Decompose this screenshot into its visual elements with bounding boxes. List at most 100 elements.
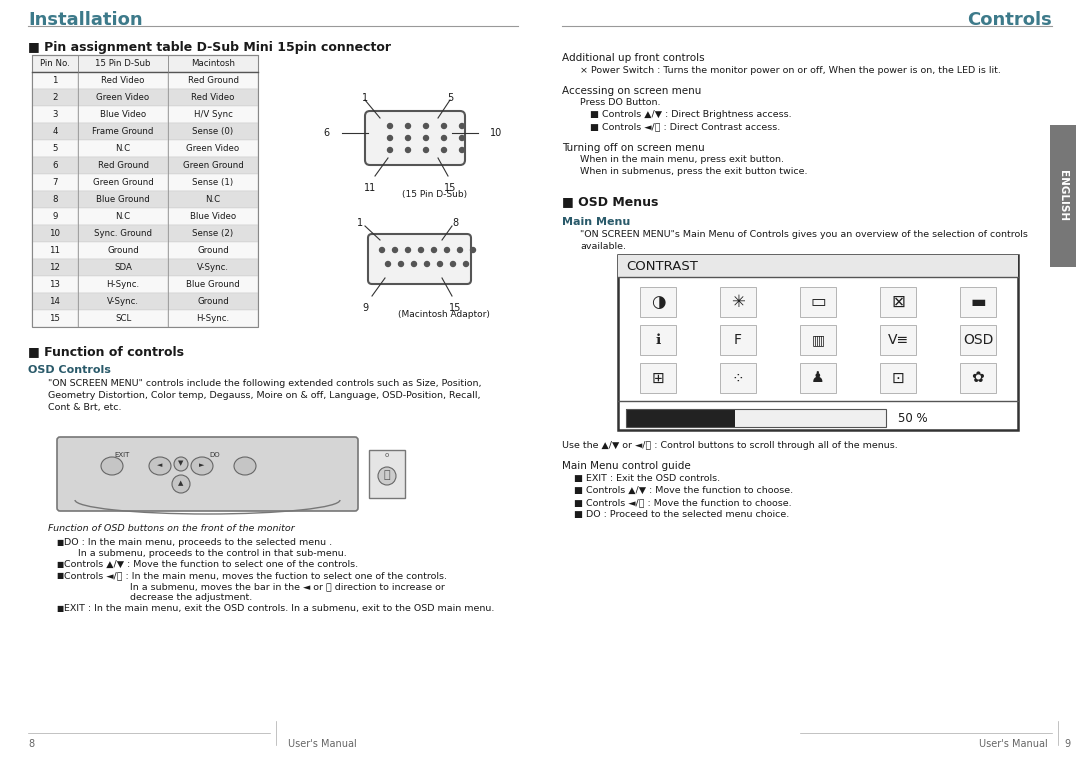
Text: EXIT: EXIT [114, 452, 130, 458]
Bar [168, 293, 258, 310]
Text: N.C: N.C [116, 144, 131, 153]
Ellipse shape [450, 262, 456, 266]
Text: Blue Ground: Blue Ground [96, 195, 150, 204]
Text: 4: 4 [52, 127, 57, 136]
Text: "ON SCREEN MENU"s Main Menu of Controls gives you an overview of the selection o: "ON SCREEN MENU"s Main Menu of Controls … [580, 230, 1028, 239]
Bar [32, 140, 78, 157]
Text: Sense (0): Sense (0) [192, 127, 233, 136]
Bar [78, 259, 168, 276]
Ellipse shape [399, 262, 404, 266]
Text: ⊞: ⊞ [651, 371, 664, 385]
Text: User's Manual: User's Manual [980, 739, 1048, 749]
Ellipse shape [459, 136, 464, 140]
Bar [880, 325, 916, 355]
Ellipse shape [442, 147, 446, 153]
Text: ■ Controls ▲/▼ : Move the function to choose.: ■ Controls ▲/▼ : Move the function to ch… [573, 486, 793, 495]
Text: V-Sync.: V-Sync. [197, 263, 229, 272]
Text: 2: 2 [52, 93, 57, 102]
Bar [78, 140, 168, 157]
Text: EXIT : In the main menu, exit the OSD controls. In a submenu, exit to the OSD ma: EXIT : In the main menu, exit the OSD co… [64, 604, 495, 613]
Bar [626, 409, 886, 427]
Ellipse shape [459, 147, 464, 153]
Text: ⊡: ⊡ [892, 371, 904, 385]
Text: Blue Video: Blue Video [100, 110, 146, 119]
Text: ✳: ✳ [731, 293, 745, 311]
Text: H/V Sync: H/V Sync [193, 110, 232, 119]
Ellipse shape [442, 136, 446, 140]
Text: 14: 14 [50, 297, 60, 306]
Text: Red Video: Red Video [191, 93, 234, 102]
Text: "ON SCREEN MENU" controls include the following extended controls such as Size, : "ON SCREEN MENU" controls include the fo… [48, 379, 482, 388]
Text: ■ DO : Proceed to the selected menu choice.: ■ DO : Proceed to the selected menu choi… [573, 510, 789, 519]
Text: Macintosh: Macintosh [191, 59, 235, 68]
Bar [78, 55, 168, 72]
Text: 5: 5 [447, 93, 454, 103]
Text: Green Ground: Green Ground [183, 161, 243, 170]
Ellipse shape [432, 247, 436, 253]
Bar [32, 259, 78, 276]
Ellipse shape [442, 124, 446, 128]
Text: 11: 11 [50, 246, 60, 255]
Text: Controls ◄/ⓘ : In the main menu, moves the fuction to select one of the controls: Controls ◄/ⓘ : In the main menu, moves t… [64, 571, 447, 580]
Bar [168, 191, 258, 208]
Text: Controls ▲/▼ : Move the function to select one of the controls.: Controls ▲/▼ : Move the function to sele… [64, 560, 359, 569]
Text: In a submenu, proceeds to the control in that sub-menu.: In a submenu, proceeds to the control in… [78, 549, 347, 558]
Bar [168, 55, 258, 72]
Bar [78, 208, 168, 225]
Bar [168, 276, 258, 293]
Text: o: o [384, 452, 389, 458]
Text: 9: 9 [1064, 739, 1070, 749]
Text: Turning off on screen menu: Turning off on screen menu [562, 143, 705, 153]
Ellipse shape [423, 147, 429, 153]
Ellipse shape [445, 247, 449, 253]
Ellipse shape [423, 136, 429, 140]
Bar [32, 225, 78, 242]
Ellipse shape [388, 136, 392, 140]
Text: 15: 15 [444, 183, 456, 193]
Ellipse shape [424, 262, 430, 266]
Text: 13: 13 [50, 280, 60, 289]
Ellipse shape [405, 147, 410, 153]
Text: Controls: Controls [968, 11, 1052, 29]
Text: Sense (2): Sense (2) [192, 229, 233, 238]
Text: ▲: ▲ [178, 480, 184, 486]
Bar [32, 89, 78, 106]
Bar [960, 363, 996, 393]
Bar [720, 363, 756, 393]
Bar [960, 325, 996, 355]
FancyBboxPatch shape [57, 437, 357, 511]
Text: ⏻: ⏻ [383, 470, 390, 480]
Ellipse shape [388, 124, 392, 128]
Text: Green Ground: Green Ground [93, 178, 153, 187]
Bar [618, 255, 1018, 277]
Ellipse shape [405, 247, 410, 253]
Text: 15 Pin D-Sub: 15 Pin D-Sub [95, 59, 151, 68]
Text: Sync. Ground: Sync. Ground [94, 229, 152, 238]
Bar [78, 157, 168, 174]
Bar [168, 225, 258, 242]
Text: H-Sync.: H-Sync. [107, 280, 139, 289]
Ellipse shape [378, 467, 396, 485]
Text: N.C: N.C [116, 212, 131, 221]
Bar [168, 174, 258, 191]
Bar [720, 287, 756, 317]
Bar [880, 287, 916, 317]
Text: ▭: ▭ [810, 293, 826, 311]
Text: When in the main menu, press exit button.: When in the main menu, press exit button… [580, 155, 784, 164]
Bar [1050, 125, 1076, 267]
Text: (Macintosh Adaptor): (Macintosh Adaptor) [399, 310, 490, 319]
Text: Main Menu control guide: Main Menu control guide [562, 461, 691, 471]
Bar [640, 325, 676, 355]
Bar [78, 242, 168, 259]
Text: ✿: ✿ [972, 371, 984, 385]
Text: Pin No.: Pin No. [40, 59, 70, 68]
Bar [32, 157, 78, 174]
Bar [32, 174, 78, 191]
Bar [32, 191, 78, 208]
Text: Ground: Ground [107, 246, 139, 255]
Text: 50 %: 50 % [897, 411, 928, 424]
Text: Use the ▲/▼ or ◄/ⓘ : Control buttons to scroll through all of the menus.: Use the ▲/▼ or ◄/ⓘ : Control buttons to … [562, 441, 897, 450]
Text: ■: ■ [56, 604, 64, 613]
Bar [369, 450, 405, 498]
Bar [168, 157, 258, 174]
